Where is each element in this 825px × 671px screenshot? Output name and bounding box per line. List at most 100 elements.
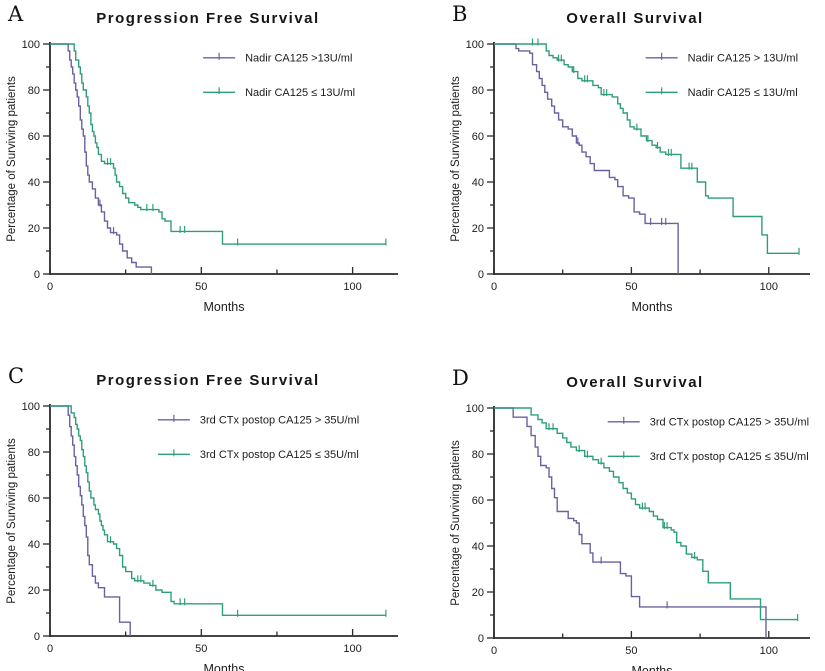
censor-marks	[577, 137, 667, 225]
km-chart-progression-free-survival-ctx: 0 20 40 60 80 100 0 50 100 Months Percentage of Su…	[6, 401, 398, 671]
panel-d-header: D Overall Survival	[448, 366, 822, 400]
legend-label: 3rd CTx postop CA125 ≤ 35U/ml	[650, 451, 809, 463]
svg-text:0: 0	[47, 281, 53, 293]
svg-text:100: 100	[22, 39, 40, 51]
legend-entry	[607, 416, 640, 424]
legend-entry	[645, 52, 678, 60]
svg-text:80: 80	[28, 447, 40, 459]
y-axis-label: Percentage of Surviving patients	[6, 438, 18, 604]
svg-text:100: 100	[466, 403, 484, 415]
panel-c-header: C Progression Free Survival	[4, 364, 412, 398]
censor-marks	[109, 536, 387, 617]
svg-text:80: 80	[472, 449, 484, 461]
svg-text:100: 100	[343, 281, 361, 293]
axes	[493, 406, 810, 639]
svg-text:0: 0	[478, 633, 484, 645]
svg-text:20: 20	[472, 223, 484, 235]
svg-text:60: 60	[472, 131, 484, 143]
svg-text:100: 100	[466, 39, 484, 51]
svg-text:20: 20	[472, 587, 484, 599]
svg-text:100: 100	[22, 401, 40, 413]
panel-letter-a: A	[8, 2, 24, 26]
panel-d-title: Overall Survival	[566, 374, 704, 391]
svg-text:20: 20	[28, 585, 40, 597]
panel-letter-b: B	[452, 2, 468, 26]
svg-text:0: 0	[478, 269, 484, 281]
tick-labels: 0 20 40 60 80 100 0 50 100	[22, 39, 362, 293]
x-axis-label: Months	[632, 300, 673, 314]
svg-text:100: 100	[760, 645, 778, 657]
legend-label: 3rd CTx postop CA125 ≤ 35U/ml	[200, 449, 359, 461]
axes	[493, 42, 810, 275]
axis-ticks	[43, 405, 354, 637]
svg-text:0: 0	[491, 645, 497, 657]
km-chart-overall-survival-nadir: 0 20 40 60 80 100 0 50 100 Months Percentage of Su…	[450, 38, 810, 314]
x-axis-label: Months	[204, 300, 245, 314]
legend-label: Nadir CA125 > 13U/ml	[688, 53, 798, 65]
x-axis-label: Months	[204, 662, 245, 671]
svg-text:40: 40	[472, 541, 484, 553]
svg-text:50: 50	[195, 643, 207, 655]
svg-text:100: 100	[343, 643, 361, 655]
km-curve-high-group	[494, 43, 679, 274]
km-curve-high-group	[494, 407, 767, 638]
svg-text:0: 0	[34, 631, 40, 643]
km-curve-high-group	[50, 43, 153, 274]
svg-text:40: 40	[28, 177, 40, 189]
panel-letter-d: D	[452, 366, 469, 390]
censor-marks	[548, 423, 799, 622]
svg-text:100: 100	[760, 281, 778, 293]
km-chart-overall-survival-ctx: 0 20 40 60 80 100 0 50 100 Months Percentage of Su…	[450, 403, 810, 671]
panel-c-title: Progression Free Survival	[96, 372, 320, 389]
censor-marks	[531, 38, 800, 255]
km-curve-low-group	[50, 405, 386, 616]
tick-labels: 0 20 40 60 80 100 0 50 100	[466, 403, 778, 657]
legend-entry	[157, 449, 190, 457]
legend-label: Nadir CA125 >13U/ml	[245, 53, 352, 65]
legend-label: Nadir CA125 ≤ 13U/ml	[688, 87, 798, 99]
panel-b: B Overall Survival 0 20 40 60 80 100 0 50 100 Mon…	[448, 2, 822, 336]
km-chart-progression-free-survival-nadir: 0 20 40 60 80 100 0 50 100 Months Percentage of Su…	[6, 39, 398, 314]
y-axis-label: Percentage of Surviving patients	[450, 76, 462, 242]
axis-ticks	[487, 43, 770, 275]
censor-marks	[106, 158, 387, 246]
svg-text:80: 80	[472, 85, 484, 97]
legend-entry	[607, 451, 640, 459]
svg-text:60: 60	[28, 131, 40, 143]
svg-text:50: 50	[625, 281, 637, 293]
tick-labels: 0 20 40 60 80 100 0 50 100	[466, 39, 778, 293]
censor-marks	[600, 556, 668, 609]
legend-entry	[203, 52, 236, 60]
legend-entry	[157, 414, 190, 422]
legend-label: 3rd CTx postop CA125 > 35U/ml	[650, 417, 809, 429]
axis-ticks	[43, 43, 354, 275]
censor-marks	[99, 199, 115, 235]
panel-c: C Progression Free Survival 0 20 40 60 80 100…	[4, 364, 412, 671]
svg-text:50: 50	[195, 281, 207, 293]
km-curve-high-group	[50, 405, 131, 636]
y-axis-label: Percentage of Surviving patients	[450, 440, 462, 606]
km-curve-low-group	[50, 43, 386, 245]
panel-d: D Overall Survival 0 20 40 60 80 100 0 50 100 Mon…	[448, 366, 822, 671]
svg-text:40: 40	[472, 177, 484, 189]
legend-entry	[203, 87, 236, 95]
svg-text:20: 20	[28, 223, 40, 235]
axis-ticks	[487, 407, 770, 639]
svg-text:80: 80	[28, 85, 40, 97]
svg-text:60: 60	[472, 495, 484, 507]
panel-b-title: Overall Survival	[566, 10, 704, 27]
y-axis-label: Percentage of Surviving patients	[6, 76, 18, 242]
x-axis-label: Months	[632, 664, 673, 671]
panel-letter-c: C	[8, 364, 25, 388]
svg-text:0: 0	[491, 281, 497, 293]
svg-text:60: 60	[28, 493, 40, 505]
svg-text:50: 50	[625, 645, 637, 657]
legend-label: 3rd CTx postop CA125 > 35U/ml	[200, 415, 359, 427]
km-curve-low-group	[494, 43, 799, 254]
panel-a-title: Progression Free Survival	[96, 10, 320, 27]
svg-text:0: 0	[47, 643, 53, 655]
panel-b-header: B Overall Survival	[448, 2, 822, 36]
legend-label: Nadir CA125 ≤ 13U/ml	[245, 87, 355, 99]
panel-a: A Progression Free Survival 0 20 40 60 80 100…	[4, 2, 412, 336]
